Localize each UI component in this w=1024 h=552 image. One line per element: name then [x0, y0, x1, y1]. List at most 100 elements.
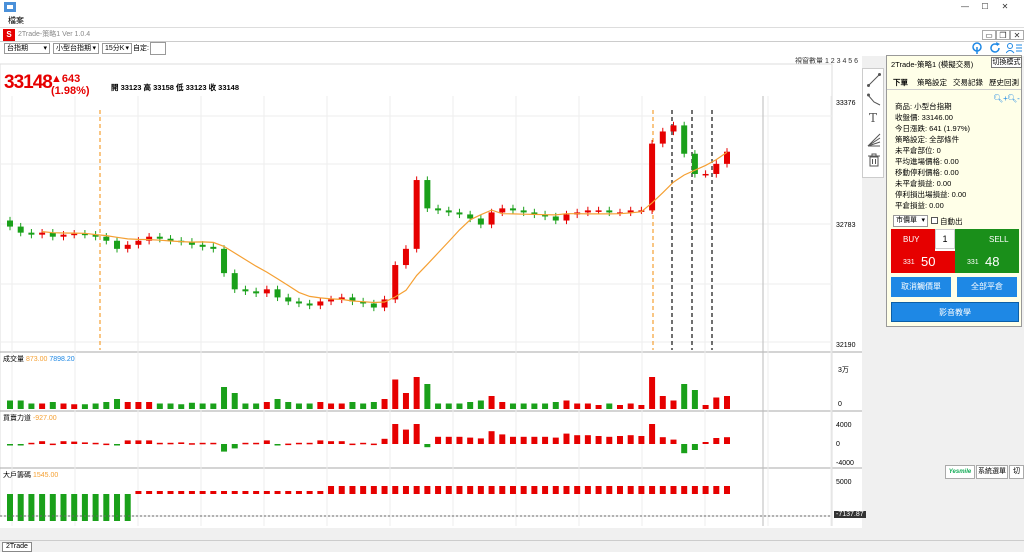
switch-mode-button[interactable]: 切換模式 [991, 57, 1022, 68]
candle-body [199, 244, 206, 247]
market-select[interactable]: 台指期 [4, 43, 50, 54]
auto-exit-checkbox[interactable] [931, 217, 938, 224]
bigplayer-bar [702, 486, 709, 494]
buysell-bar [28, 442, 35, 445]
buysell-bar [499, 434, 506, 444]
panel-close-icon[interactable]: ✕ [1010, 30, 1024, 40]
volume-bar [71, 404, 78, 409]
toolbar: 台指期 小型台指期 15分K 自定: [0, 42, 1024, 56]
volume-bar [649, 377, 656, 409]
info-close: 收盤價: 33146.00 [895, 113, 953, 122]
fan-tool-icon[interactable] [867, 133, 881, 150]
refresh-icon[interactable] [989, 42, 1001, 54]
menu-file[interactable]: 檔案 [8, 16, 24, 25]
product-select[interactable]: 小型台指期 [53, 43, 99, 54]
bigplayer-bar [606, 486, 613, 494]
candle-body [649, 143, 656, 211]
bigplayer-bar [360, 486, 367, 494]
signal-icon[interactable] [971, 42, 983, 54]
menu-bar: 檔案 [0, 14, 1024, 28]
trendline-tool-icon[interactable] [867, 73, 881, 90]
candle-body [328, 299, 335, 302]
bigplayer-bar [691, 486, 698, 494]
candle-body [477, 218, 484, 225]
candle-body [263, 289, 270, 294]
axis-label-buysell-bottom: -4000 [836, 460, 854, 467]
candle-body [424, 180, 431, 209]
panel-min-icon[interactable]: ▭ [982, 30, 996, 40]
candle-body [724, 151, 730, 164]
yesmile-button[interactable]: Yesmile [945, 465, 975, 479]
volume-bar [456, 403, 463, 409]
zoom-in-icon[interactable]: 🔍︎+ [993, 94, 1008, 103]
bigplayer-bar [552, 486, 559, 494]
candle-body [49, 232, 56, 237]
switch-button[interactable]: 切 [1009, 465, 1024, 479]
bottom-tab[interactable]: 2Trade [2, 542, 32, 552]
axis-label-buysell-zero: 0 [836, 441, 840, 448]
candlestick-chart[interactable] [0, 56, 862, 528]
buysell-bar [39, 441, 46, 444]
cancel-trigger-button[interactable]: 取消觸價單 [891, 277, 951, 297]
buysell-bar [349, 443, 356, 446]
chart-frame [0, 63, 833, 517]
buy-price-display[interactable]: 331 50 [891, 251, 955, 273]
candle-body [188, 241, 195, 245]
trash-icon[interactable] [867, 153, 881, 170]
window-count-label[interactable]: 視窗數量 1 2 3 4 5 6 [795, 58, 859, 65]
bigplayer-bar [499, 486, 506, 494]
panel-restore-icon[interactable]: ❐ [996, 30, 1010, 40]
app-title: 2Trade-策略1 Ver 1.0.4 [18, 31, 91, 38]
candle-body [317, 301, 324, 306]
tab-backtest[interactable]: 歷史回測 [989, 78, 1019, 87]
order-type-select[interactable]: 市價單 [893, 215, 928, 227]
maximize-icon[interactable]: ☐ [981, 2, 989, 11]
candle-body [520, 210, 527, 213]
close-all-button[interactable]: 全部平倉 [957, 277, 1017, 297]
volume-bar [146, 402, 153, 409]
user-settings-icon[interactable] [1005, 42, 1022, 54]
buysell-bar [242, 442, 249, 445]
bigplayer-bar [563, 486, 570, 494]
bigplayer-bar [49, 494, 56, 521]
info-trailing-stop: 移動停利價格: 0.00 [895, 168, 959, 177]
sell-price-display[interactable]: 331 48 [955, 251, 1019, 273]
quantity-input[interactable]: 1 [935, 229, 955, 249]
volume-bar [317, 402, 324, 409]
bigplayer-bar [188, 491, 195, 494]
text-tool-icon[interactable]: T [869, 111, 878, 125]
system-menu-button[interactable]: 系統選單 [976, 465, 1008, 479]
buysell-bar [135, 440, 142, 444]
interval-select[interactable]: 15分K [102, 43, 132, 54]
info-strategy: 策略設定: 全部條件 [895, 135, 960, 144]
close-icon[interactable]: ✕ [1001, 2, 1009, 11]
volume-bar [167, 403, 174, 409]
bigplayer-bar [167, 491, 174, 494]
bigplayer-bar [114, 494, 121, 521]
volume-bar [435, 403, 442, 409]
tab-strategy[interactable]: 策略設定 [917, 78, 947, 87]
bigplayer-bar [17, 494, 24, 521]
buysell-bar [435, 436, 442, 444]
chart-pane[interactable]: 視窗數量 1 2 3 4 5 6 33148 ▲643 (1.98%) 開 33… [0, 56, 866, 528]
bigplayer-bar [574, 486, 581, 494]
volume-bar [103, 402, 110, 409]
tab-order[interactable]: 下單 [893, 78, 908, 87]
buysell-bar [456, 436, 463, 444]
bigplayer-bar [659, 486, 666, 494]
app-bar: S 2Trade-策略1 Ver 1.0.4 ▭ ❐ ✕ [0, 28, 1024, 42]
volume-bar [81, 404, 88, 409]
volume-bar [306, 403, 313, 409]
candle-body [681, 125, 688, 154]
buysell-bar [552, 437, 559, 444]
bigplayer-bar [713, 486, 720, 494]
axis-label-main-mid: 32783 [836, 222, 856, 229]
video-tutorial-button[interactable]: 影音教學 [891, 302, 1019, 322]
minimize-icon[interactable]: — [961, 2, 969, 11]
volume-bar [178, 404, 185, 409]
custom-input[interactable] [150, 42, 166, 55]
ray-tool-icon[interactable] [867, 93, 881, 110]
zoom-out-icon[interactable]: 🔍︎- [1007, 94, 1020, 103]
volume-bar [338, 403, 345, 409]
tab-trade-log[interactable]: 交易記錄 [953, 78, 983, 87]
